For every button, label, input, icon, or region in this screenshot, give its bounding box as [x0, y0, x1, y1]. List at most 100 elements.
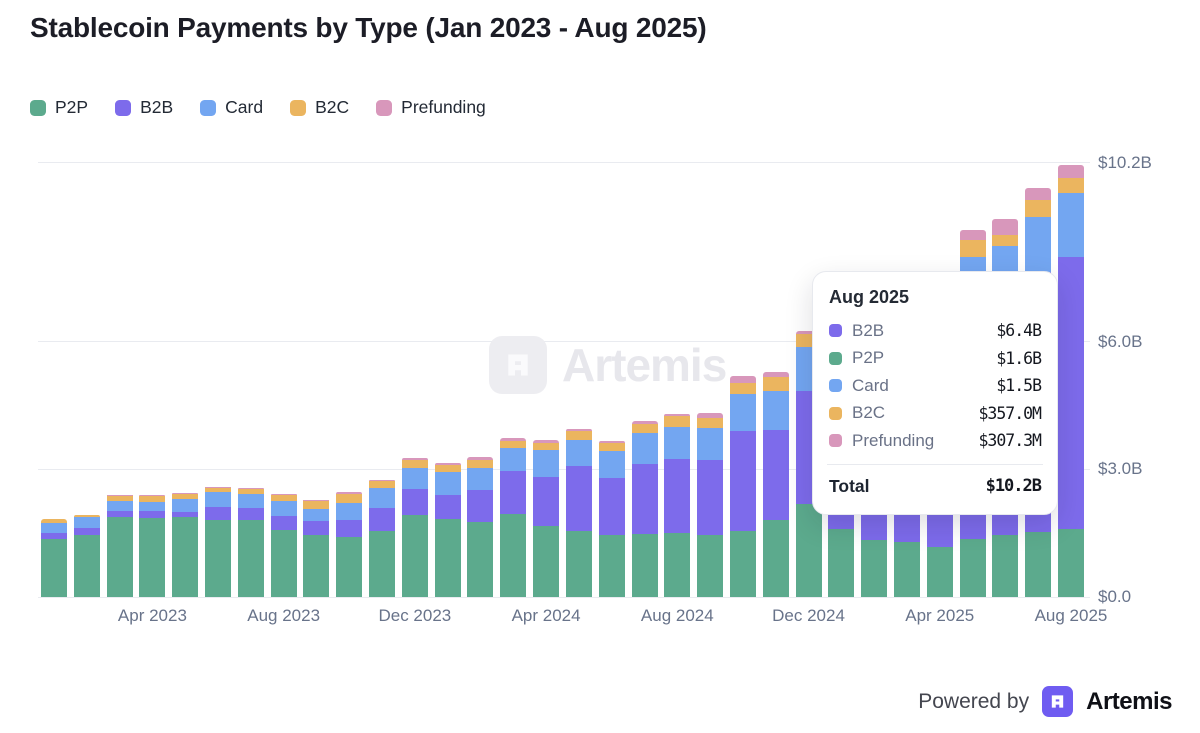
- bar-segment-card[interactable]: [172, 499, 199, 512]
- bar-segment-b2c[interactable]: [1025, 200, 1052, 217]
- bar-segment-b2b[interactable]: [106, 510, 133, 517]
- bar-segment-prefunding[interactable]: [992, 219, 1019, 235]
- bar-segment-card[interactable]: [467, 467, 494, 491]
- bar-segment-prefunding[interactable]: [533, 440, 560, 443]
- bar-segment-p2p[interactable]: [369, 530, 396, 597]
- bar-segment-b2c[interactable]: [697, 417, 724, 428]
- bar-segment-b2b[interactable]: [598, 477, 625, 536]
- bar-segment-b2b[interactable]: [697, 459, 724, 536]
- bar-segment-card[interactable]: [533, 450, 560, 477]
- bar-segment-p2p[interactable]: [697, 535, 724, 597]
- bar-segment-card[interactable]: [41, 522, 67, 533]
- bar-segment-b2c[interactable]: [762, 377, 789, 391]
- bar-segment-card[interactable]: [205, 492, 232, 508]
- bar-segment-p2p[interactable]: [795, 503, 822, 597]
- bar-segment-b2b[interactable]: [41, 532, 67, 539]
- bar-segment-p2p[interactable]: [500, 514, 527, 597]
- bar-segment-b2b[interactable]: [401, 488, 428, 515]
- bar-segment-p2p[interactable]: [959, 538, 986, 597]
- bar-segment-prefunding[interactable]: [697, 412, 724, 418]
- bar-segment-card[interactable]: [697, 427, 724, 460]
- bar-segment-prefunding[interactable]: [336, 491, 363, 494]
- bar-segment-p2p[interactable]: [467, 522, 494, 597]
- bar-segment-b2b[interactable]: [500, 471, 527, 515]
- bar-segment-p2p[interactable]: [861, 540, 888, 597]
- bar-segment-p2p[interactable]: [729, 530, 756, 597]
- bar-segment-b2c[interactable]: [139, 495, 166, 502]
- bar-segment-card[interactable]: [729, 394, 756, 432]
- bar-segment-b2c[interactable]: [992, 234, 1019, 247]
- bar-segment-b2c[interactable]: [664, 416, 691, 428]
- bar-segment-p2p[interactable]: [565, 530, 592, 597]
- bar-segment-b2b[interactable]: [139, 511, 166, 518]
- bar-segment-b2b[interactable]: [762, 430, 789, 521]
- bar-segment-card[interactable]: [1025, 216, 1052, 272]
- legend-item-p2p[interactable]: P2P: [30, 97, 88, 118]
- bar-segment-b2c[interactable]: [73, 515, 100, 518]
- bar-segment-prefunding[interactable]: [565, 428, 592, 432]
- bar-segment-b2c[interactable]: [401, 460, 428, 469]
- bar-segment-p2p[interactable]: [434, 518, 461, 597]
- bar-segment-b2c[interactable]: [106, 495, 133, 501]
- bar-segment-b2c[interactable]: [467, 459, 494, 468]
- bar-segment-card[interactable]: [106, 500, 133, 511]
- bar-segment-b2c[interactable]: [1057, 177, 1084, 193]
- bar-segment-b2c[interactable]: [369, 481, 396, 489]
- bar-segment-b2b[interactable]: [369, 507, 396, 531]
- bar-segment-card[interactable]: [500, 448, 527, 472]
- bar-segment-prefunding[interactable]: [795, 331, 822, 335]
- legend-item-card[interactable]: Card: [200, 97, 263, 118]
- bar-segment-card[interactable]: [565, 439, 592, 466]
- bar-segment-card[interactable]: [1057, 192, 1084, 257]
- bar-segment-b2c[interactable]: [303, 500, 330, 510]
- bar-segment-b2c[interactable]: [959, 240, 986, 257]
- bar-segment-card[interactable]: [598, 451, 625, 478]
- legend-item-prefunding[interactable]: Prefunding: [376, 97, 486, 118]
- bar-segment-p2p[interactable]: [992, 535, 1019, 597]
- bar-segment-p2p[interactable]: [533, 526, 560, 597]
- bar-segment-b2b[interactable]: [631, 464, 658, 534]
- bar-segment-card[interactable]: [401, 468, 428, 489]
- bar-segment-card[interactable]: [139, 501, 166, 512]
- bar-segment-p2p[interactable]: [1057, 528, 1084, 597]
- bar-segment-b2b[interactable]: [303, 520, 330, 535]
- bar-segment-b2b[interactable]: [336, 519, 363, 537]
- bar-segment-card[interactable]: [336, 502, 363, 520]
- bar-segment-p2p[interactable]: [303, 534, 330, 597]
- bar-segment-b2c[interactable]: [434, 465, 461, 472]
- bar-segment-p2p[interactable]: [336, 537, 363, 597]
- bar-segment-p2p[interactable]: [73, 535, 100, 597]
- bar-segment-b2b[interactable]: [73, 528, 100, 536]
- bar-segment-b2c[interactable]: [533, 442, 560, 451]
- bar-segment-prefunding[interactable]: [1025, 187, 1052, 200]
- bar-segment-p2p[interactable]: [926, 547, 953, 597]
- bar-segment-prefunding[interactable]: [598, 441, 625, 444]
- bar-segment-prefunding[interactable]: [401, 457, 428, 461]
- legend-item-b2b[interactable]: B2B: [115, 97, 173, 118]
- bar-segment-b2c[interactable]: [729, 382, 756, 395]
- bar-segment-b2b[interactable]: [565, 465, 592, 531]
- bar-segment-b2c[interactable]: [631, 423, 658, 433]
- bar-segment-card[interactable]: [434, 471, 461, 495]
- bar-segment-b2c[interactable]: [598, 443, 625, 452]
- bar-segment-card[interactable]: [631, 432, 658, 465]
- bar-segment-prefunding[interactable]: [631, 421, 658, 424]
- bar-segment-p2p[interactable]: [893, 542, 920, 597]
- bar-segment-prefunding[interactable]: [467, 457, 494, 460]
- bar-segment-prefunding[interactable]: [434, 462, 461, 466]
- artemis-logo-icon[interactable]: [1042, 686, 1074, 717]
- bar-segment-b2c[interactable]: [270, 494, 297, 501]
- bar-segment-prefunding[interactable]: [1057, 164, 1084, 178]
- bar-segment-card[interactable]: [369, 488, 396, 508]
- bar-segment-card[interactable]: [664, 427, 691, 460]
- brand-name[interactable]: Artemis: [1086, 687, 1172, 715]
- bar-segment-b2b[interactable]: [664, 459, 691, 534]
- bar-segment-card[interactable]: [237, 494, 264, 509]
- bar-segment-b2b[interactable]: [729, 431, 756, 531]
- bar-segment-b2b[interactable]: [205, 507, 232, 520]
- bar-segment-p2p[interactable]: [237, 520, 264, 597]
- bar-segment-b2c[interactable]: [237, 488, 264, 495]
- bar-segment-b2b[interactable]: [434, 494, 461, 519]
- bar-segment-prefunding[interactable]: [500, 438, 527, 441]
- bar-segment-p2p[interactable]: [139, 517, 166, 597]
